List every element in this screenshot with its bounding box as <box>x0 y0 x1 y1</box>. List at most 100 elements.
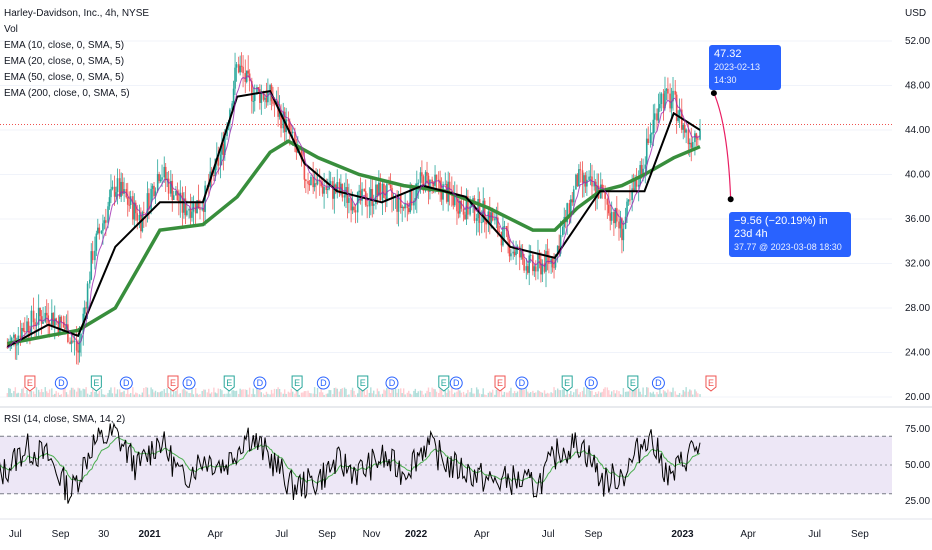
candle-body <box>578 169 580 187</box>
volume-bar <box>95 391 98 397</box>
candle-body <box>341 183 344 198</box>
measure-end-dot[interactable] <box>727 196 734 203</box>
candle-body <box>589 176 592 178</box>
earnings-marker[interactable] <box>167 375 179 392</box>
candle-body <box>581 170 584 183</box>
candle-body <box>503 226 506 227</box>
volume-bar <box>685 387 687 397</box>
candle-body <box>609 213 612 221</box>
earnings-marker-label: E <box>294 378 300 388</box>
dividend-marker[interactable] <box>253 376 267 390</box>
volume-bar <box>584 394 587 397</box>
candle-body <box>175 191 177 196</box>
candle-body <box>27 321 30 333</box>
volume-bar <box>657 394 660 397</box>
candle-body <box>421 172 423 177</box>
earnings-marker[interactable] <box>561 375 573 392</box>
volume-bar <box>251 393 253 397</box>
volume-bar <box>120 392 122 397</box>
ema20-legend[interactable]: EMA (20, close, 0, SMA, 5) <box>4 56 125 67</box>
volume-bar <box>34 393 36 397</box>
volume-bar <box>229 393 231 397</box>
volume-bar <box>75 391 78 397</box>
earnings-marker[interactable] <box>24 375 36 392</box>
earnings-marker-label: E <box>630 378 636 388</box>
candle-body <box>520 250 522 258</box>
volume-bar <box>629 388 631 397</box>
dividend-marker[interactable] <box>54 376 68 390</box>
candle-body <box>694 133 696 143</box>
volume-bar <box>521 390 524 397</box>
candle-body <box>431 179 433 183</box>
dividend-marker[interactable] <box>515 376 529 390</box>
dividend-marker[interactable] <box>316 376 330 390</box>
earnings-marker[interactable] <box>494 375 506 392</box>
volume-bar <box>566 390 568 397</box>
volume-bar <box>98 390 100 397</box>
volume-bar <box>170 389 172 397</box>
dividend-marker[interactable] <box>385 376 399 390</box>
candle-body <box>321 185 324 194</box>
ema10-line <box>7 75 701 348</box>
candle-body <box>521 250 524 260</box>
volume-bar <box>588 389 590 397</box>
volume-bar <box>683 391 686 397</box>
earnings-marker[interactable] <box>291 375 303 392</box>
earnings-marker[interactable] <box>705 375 717 392</box>
candle-body <box>413 200 415 206</box>
candle-body <box>528 255 531 273</box>
candle-body <box>323 187 325 194</box>
dividend-marker[interactable] <box>182 376 196 390</box>
ema200-legend[interactable]: EMA (200, close, 0, SMA, 5) <box>4 88 130 99</box>
earnings-marker[interactable] <box>438 375 450 392</box>
volume-bar <box>528 393 530 397</box>
dividend-marker[interactable] <box>651 376 665 390</box>
rsi-line <box>0 422 701 504</box>
volume-bar <box>662 389 665 397</box>
measure-start-dot[interactable] <box>710 90 717 97</box>
earnings-marker[interactable] <box>223 375 235 392</box>
dividend-marker[interactable] <box>584 376 598 390</box>
volume-legend[interactable]: Vol <box>4 24 18 35</box>
candle-body <box>452 195 455 206</box>
ema10-legend[interactable]: EMA (10, close, 0, SMA, 5) <box>4 40 125 51</box>
candle-body <box>475 218 478 221</box>
candle-body <box>126 197 129 205</box>
candle-body <box>21 327 23 339</box>
rsi-legend[interactable]: RSI (14, close, SMA, 14, 2) <box>4 414 126 425</box>
earnings-marker[interactable] <box>627 375 639 392</box>
volume-bar <box>396 392 398 397</box>
volume-bar <box>475 387 478 397</box>
dividend-marker-label: D <box>588 378 595 388</box>
ema50-legend[interactable]: EMA (50, close, 0, SMA, 5) <box>4 72 125 83</box>
volume-bar <box>654 394 656 397</box>
candle-body <box>141 212 144 232</box>
volume-bar <box>469 392 471 397</box>
rsi-axis[interactable]: 75.00 50.00 25.00 <box>905 424 930 507</box>
candle-body <box>353 206 355 211</box>
volume-bar <box>608 390 610 397</box>
volume-bar <box>665 392 668 397</box>
price-axis[interactable]: 52.00 48.00 44.00 40.00 36.00 32.00 28.00 24.00… <box>905 36 930 403</box>
volume-bar <box>136 393 138 397</box>
candle-body <box>687 129 690 145</box>
volume-bar <box>438 393 440 397</box>
candle-body <box>414 198 417 201</box>
dividend-marker[interactable] <box>119 376 133 390</box>
volume-bar <box>313 387 316 397</box>
earnings-marker[interactable] <box>90 375 102 392</box>
candle-body <box>313 183 316 188</box>
earnings-marker[interactable] <box>357 375 369 392</box>
volume-bar <box>478 393 481 397</box>
time-axis[interactable]: Jul Sep 30 2021 Apr Jul Sep Nov 2022 Apr Jul Sep 202… <box>9 529 869 540</box>
dividend-marker[interactable] <box>449 376 463 390</box>
volume-bar <box>48 389 51 397</box>
volume-bar <box>642 387 644 397</box>
symbol-title[interactable]: Harley-Davidson, Inc., 4h, NYSE <box>4 8 150 19</box>
time-tick-label: Sep <box>851 529 869 540</box>
volume-bar <box>618 391 620 397</box>
candle-body <box>593 181 595 187</box>
candle-body <box>94 250 96 261</box>
candle-body <box>616 208 618 222</box>
